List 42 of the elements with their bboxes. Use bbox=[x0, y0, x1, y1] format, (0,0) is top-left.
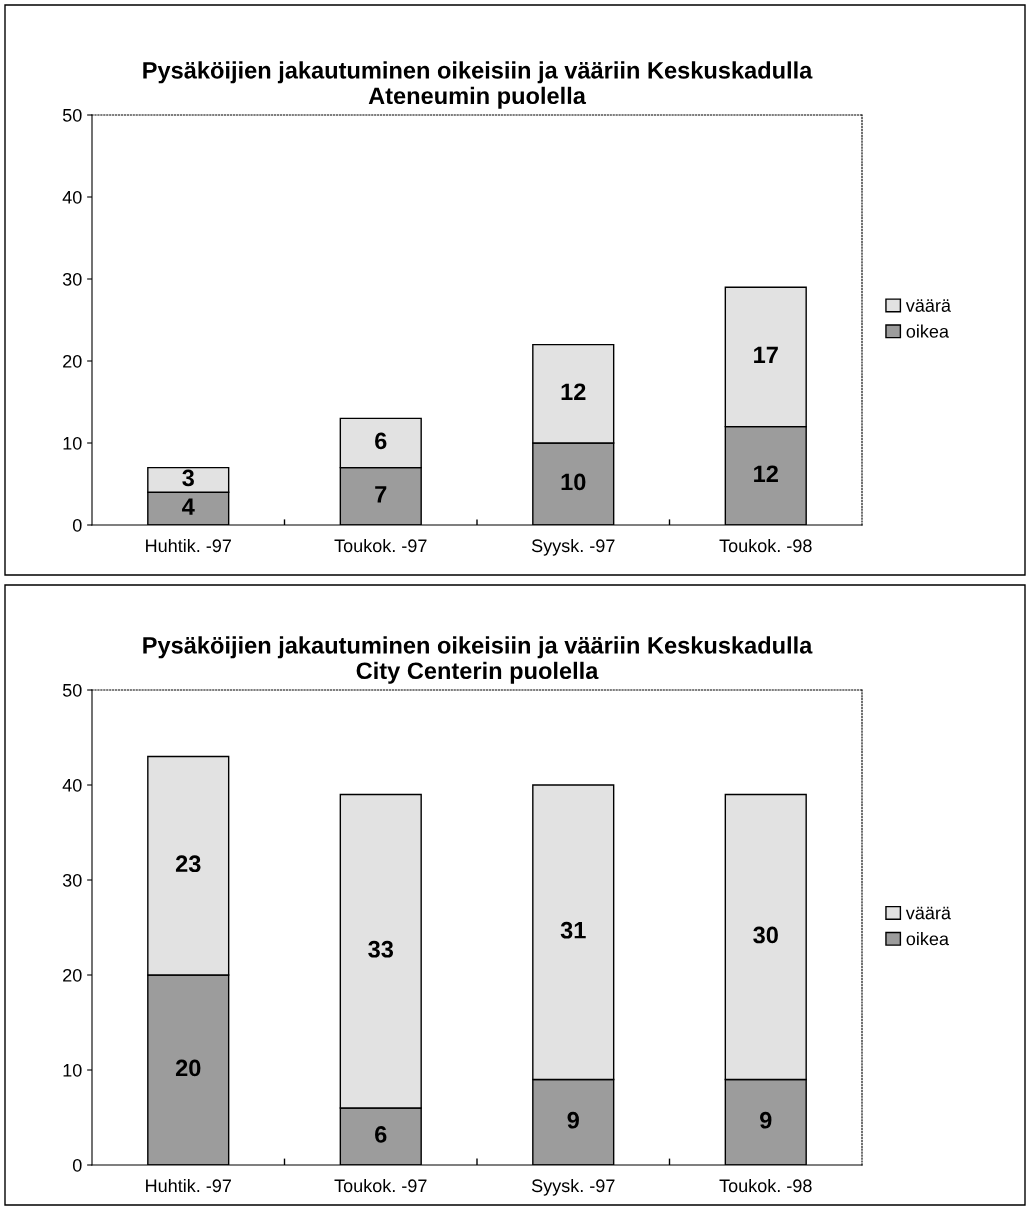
data-label: 9 bbox=[567, 1111, 579, 1129]
y-tick-label: 30 bbox=[62, 272, 82, 286]
chart-title: Pysäköijien jakautuminen oikeisiin ja vääriin Keskuskadulla Ateneumin puolella bbox=[143, 61, 813, 109]
y-tick-label: 30 bbox=[62, 873, 82, 887]
x-tick-label: Toukok. -98 bbox=[719, 538, 812, 553]
legend-label: oikea bbox=[906, 324, 949, 338]
x-tick-label: Syysk. -97 bbox=[531, 1178, 615, 1196]
y-tick-label: 40 bbox=[62, 190, 82, 204]
x-tick-label: Huhtik. -97 bbox=[146, 538, 231, 553]
x-tick-label: Huhtik. -97 bbox=[146, 1178, 231, 1193]
data-label: 30 bbox=[753, 926, 778, 944]
chart-title: Pysäköijien jakautuminen oikeisiin ja vääriin Keskuskadulla City Centerin puolella bbox=[143, 636, 813, 684]
data-label: 7 bbox=[375, 486, 387, 503]
data-label: 6 bbox=[375, 432, 387, 450]
data-label: 9 bbox=[760, 1111, 772, 1129]
x-tick-label: Toukok. -97 bbox=[334, 1178, 427, 1193]
data-label: 33 bbox=[368, 940, 394, 958]
data-label: 23 bbox=[175, 855, 201, 873]
x-tick-label: Syysk. -97 bbox=[531, 538, 615, 556]
data-label: 6 bbox=[375, 1126, 387, 1143]
data-label: 10 bbox=[561, 473, 586, 491]
x-tick-label: Toukok. -97 bbox=[334, 538, 427, 553]
legend-label: väärä bbox=[905, 299, 951, 312]
y-tick-label: 10 bbox=[63, 1063, 82, 1077]
legend-label: väärä bbox=[905, 906, 951, 920]
y-tick-label: 40 bbox=[62, 778, 82, 792]
data-label: 4 bbox=[182, 498, 195, 515]
legend-label: oikea bbox=[906, 932, 949, 946]
y-tick-label: 50 bbox=[62, 683, 82, 697]
x-tick-label: Toukok. -98 bbox=[719, 1178, 812, 1193]
data-label: 3 bbox=[182, 469, 194, 487]
y-tick-label: 50 bbox=[62, 108, 82, 122]
data-label: 12 bbox=[754, 465, 778, 482]
data-label: 20 bbox=[175, 1059, 201, 1077]
data-label: 12 bbox=[561, 383, 586, 400]
data-label: 31 bbox=[560, 921, 586, 939]
y-tick-label: 20 bbox=[63, 354, 82, 368]
y-tick-label: 20 bbox=[63, 968, 82, 982]
y-tick-label: 0 bbox=[72, 518, 82, 532]
y-tick-label: 0 bbox=[72, 1158, 82, 1172]
data-label: 17 bbox=[754, 346, 778, 364]
y-tick-label: 10 bbox=[63, 436, 82, 450]
